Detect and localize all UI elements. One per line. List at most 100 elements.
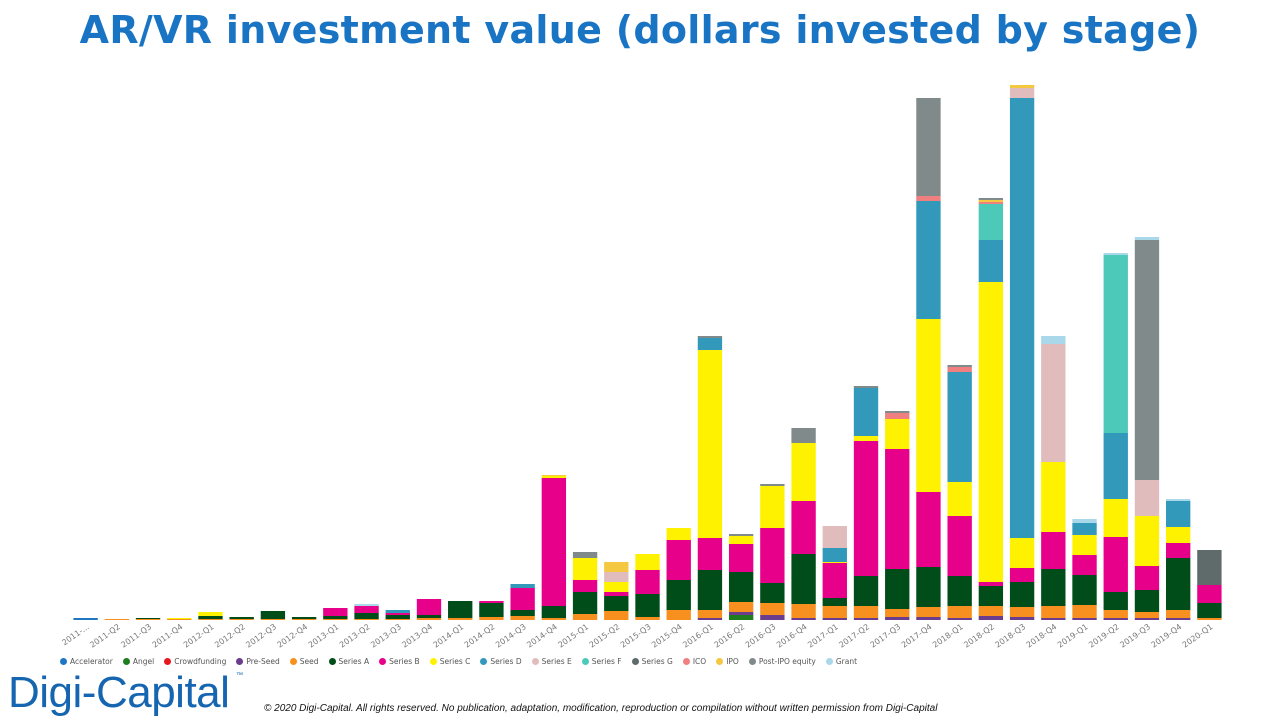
bar-segment-grant-2019-Q3 — [1134, 237, 1160, 240]
legend-swatch-icon — [682, 657, 690, 665]
bar-segment-seed-2014-Q4 — [541, 618, 567, 620]
x-tick-label: 2017-Q1 — [806, 622, 840, 649]
legend-item-series-a[interactable]: Series A — [328, 657, 369, 666]
bar-segment-ico-2017-Q4 — [916, 196, 941, 201]
legend-item-accelerator[interactable]: Accelerator — [60, 657, 113, 666]
bar-segment-series-c-2016-Q3 — [760, 486, 785, 528]
bar-segment-series-a-2015-Q1 — [572, 592, 598, 614]
legend-item-pre-seed[interactable]: Pre-Seed — [236, 656, 280, 666]
x-tick-label: 2014-Q3 — [494, 622, 528, 649]
bar-segment-series-d-2019-Q2 — [1103, 433, 1128, 499]
bar-segment-series-b-2014-Q4 — [541, 478, 567, 606]
x-tick-label: 2012-Q3 — [244, 622, 278, 649]
bar-segment-series-d-2013-Q3 — [385, 610, 410, 613]
bar-segment-post-ipo-equity-2017-Q2 — [853, 386, 879, 388]
bar-segment-series-a-2016-Q3 — [760, 583, 785, 603]
legend-label: Accelerator — [70, 656, 113, 666]
bar-segment-series-b-2017-Q2 — [853, 441, 879, 576]
bar-segment-seed-2012-Q3 — [260, 619, 286, 620]
x-tick-label: 2015-Q3 — [619, 622, 653, 649]
bar-segment-post-ipo-equity-2019-Q3 — [1134, 240, 1160, 480]
legend-item-series-f[interactable]: Series F — [581, 656, 622, 666]
bar-segment-post-ipo-equity-2016-Q1 — [697, 336, 723, 338]
bar-segment-series-c-2015-Q2 — [604, 582, 629, 592]
legend-swatch-icon — [631, 657, 639, 665]
bar-segment-series-c-2017-Q4 — [916, 319, 941, 492]
legend-label: Seed — [299, 656, 319, 666]
bar-segment-series-d-2018-Q3 — [1009, 98, 1035, 538]
x-tick-label: 2019-Q3 — [1118, 622, 1152, 649]
bar-segment-grant-2018-Q4 — [1041, 336, 1066, 344]
bar-segment-series-c-2016-Q2 — [728, 536, 754, 544]
bar-segment-series-d-2017-Q4 — [916, 201, 941, 319]
x-tick-label: 2019-Q1 — [1056, 622, 1090, 649]
x-tick-label: 2011-Q2 — [88, 622, 122, 649]
legend-item-ico[interactable]: ICO — [682, 656, 707, 666]
bar-segment-series-a-2019-Q4 — [1166, 558, 1191, 610]
bar-segment-series-d-2017-Q1 — [822, 548, 847, 562]
bar-segment-series-a-2013-Q1 — [323, 616, 348, 619]
bar-segment-series-b-2017-Q3 — [885, 449, 910, 569]
bar-segment-post-ipo-equity-2017-Q3 — [885, 411, 910, 413]
bar-segment-pre-seed-2017-Q1 — [822, 618, 847, 620]
bar-segment-series-b-2013-Q2 — [354, 606, 379, 613]
legend-item-series-d[interactable]: Series D — [480, 657, 522, 666]
bar-segment-series-f-2018-Q2 — [978, 204, 1004, 240]
bar-segment-series-d-2014-Q3 — [510, 584, 535, 588]
bar-segment-seed-2011-Q2 — [104, 619, 129, 620]
x-tick-label: 2013-Q1 — [307, 622, 341, 649]
legend-label: Pre-Seed — [246, 656, 280, 666]
legend-swatch-icon — [328, 657, 336, 665]
bar-segment-series-b-2014-Q3 — [510, 588, 535, 610]
legend-item-seed[interactable]: Seed — [289, 656, 319, 666]
x-tick-label: 2017-Q4 — [900, 622, 934, 649]
legend-item-grant[interactable]: Grant — [825, 657, 857, 666]
legend-item-crowdfunding[interactable]: Crowdfunding — [164, 657, 226, 666]
chart-title: AR/VR investment value (dollars invested… — [79, 8, 1201, 52]
legend-swatch-icon — [122, 657, 130, 665]
legend-item-ipo[interactable]: IPO — [716, 657, 739, 666]
legend-label: ICO — [692, 656, 707, 666]
bar-segment-series-a-2015-Q2 — [604, 596, 629, 611]
legend-swatch-icon — [60, 657, 67, 665]
legend-label: IPO — [726, 656, 739, 666]
legend-item-post-ipo-equity[interactable]: Post-IPO equity — [748, 656, 816, 666]
legend-item-series-e[interactable]: Series E — [531, 657, 572, 666]
x-tick-label: 2020-Q1 — [1181, 622, 1215, 649]
x-tick-label: 2019-Q4 — [1150, 622, 1184, 649]
legend-swatch-icon — [236, 657, 244, 665]
legend-swatch-icon — [748, 657, 756, 665]
bar-segment-seed-2018-Q3 — [1009, 607, 1035, 617]
bar-segment-series-a-2014-Q1 — [448, 601, 473, 618]
legend-item-series-b[interactable]: Series B — [379, 657, 420, 666]
x-tick-label: 2016-Q1 — [681, 622, 715, 649]
x-tick-label: 2014-Q4 — [525, 622, 559, 649]
bar-segment-series-d-2017-Q2 — [853, 388, 879, 436]
bar-segment-series-a-2017-Q1 — [822, 598, 847, 606]
bar-segment-series-b-2018-Q3 — [1009, 568, 1035, 582]
x-tick-label: 2012-Q1 — [182, 622, 216, 649]
bar-segment-series-a-2014-Q4 — [541, 606, 567, 618]
bar-segment-series-b-2018-Q2 — [978, 582, 1004, 586]
legend-swatch-icon — [716, 657, 724, 665]
bar-segment-pre-seed-2017-Q3 — [885, 617, 910, 620]
bar-segment-series-b-2017-Q4 — [916, 492, 941, 567]
bar-segment-seed-2014-Q1 — [448, 618, 473, 620]
bar-segment-series-c-2018-Q3 — [1009, 538, 1035, 568]
legend-item-series-c[interactable]: Series C — [429, 657, 470, 666]
bar-segment-series-a-2013-Q3 — [385, 615, 410, 619]
legend-item-series-g[interactable]: Series G — [631, 657, 673, 666]
x-tick-label: 2013-Q2 — [338, 622, 372, 649]
bar-segment-seed-2012-Q1 — [198, 619, 223, 620]
legend-swatch-icon — [825, 657, 833, 665]
bar-segment-pre-seed-2019-Q3 — [1134, 618, 1160, 620]
legend-label: Post-IPO equity — [758, 656, 816, 666]
bar-segment-seed-2012-Q2 — [229, 619, 254, 620]
legend-item-angel[interactable]: Angel — [122, 657, 154, 666]
x-tick-label: 2015-Q2 — [588, 622, 622, 649]
bar-segment-series-b-2015-Q2 — [604, 592, 629, 596]
legend-label: Series F — [591, 656, 622, 666]
x-tick-label: 2017-Q3 — [869, 622, 903, 649]
legend-swatch-icon — [531, 657, 539, 665]
bar-segment-seed-2018-Q2 — [978, 606, 1004, 616]
